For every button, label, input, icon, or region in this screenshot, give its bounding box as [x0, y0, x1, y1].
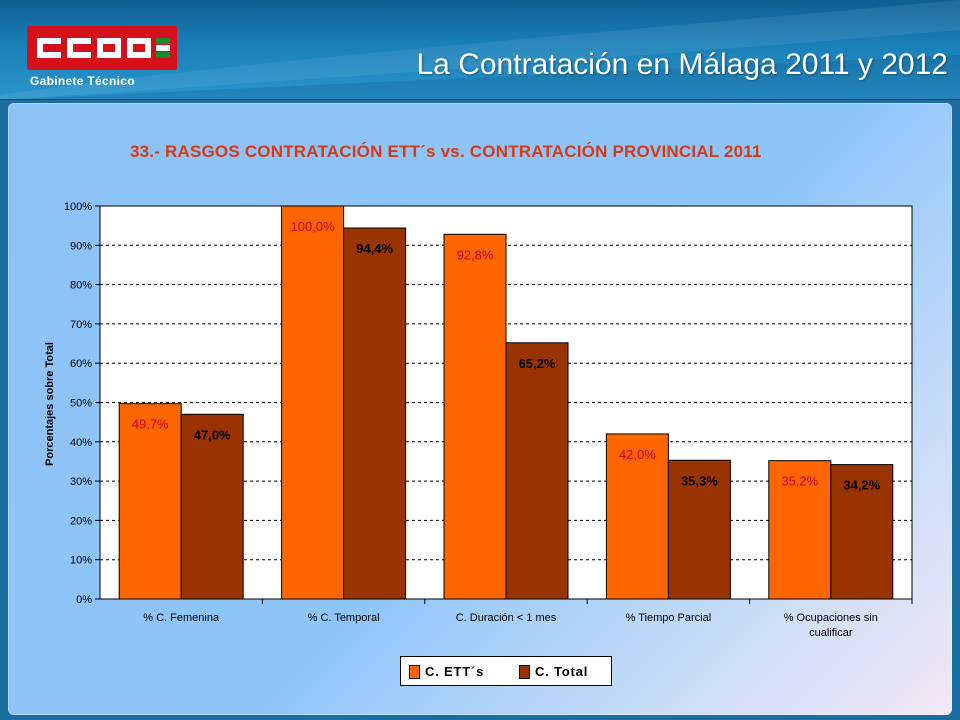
x-category-label: % Tiempo Parcial	[626, 612, 712, 624]
bar-ett	[768, 460, 832, 600]
x-category-label: % C. Temporal	[308, 612, 380, 624]
data-label-ett: 100,0%	[291, 219, 336, 234]
y-tick-label: 60%	[70, 358, 92, 370]
logo-subtitle: Gabinete Técnico	[30, 74, 135, 88]
bar-total	[180, 413, 244, 600]
data-label-total: 47,0%	[194, 427, 231, 442]
x-category-label: % Ocupaciones sin	[784, 612, 878, 624]
y-tick-label: 100%	[64, 201, 92, 213]
page-title: La Contratación en Málaga 2011 y 2012	[416, 48, 949, 81]
bar-ett	[443, 233, 507, 600]
y-tick-label: 90%	[70, 240, 92, 252]
y-tick-label: 70%	[70, 319, 92, 331]
legend-item-total: C. Total	[519, 664, 588, 679]
ccoo-logo-mark	[37, 38, 170, 58]
data-label-ett: 42,0%	[619, 447, 656, 462]
legend-label-total: C. Total	[535, 664, 589, 679]
y-tick-label: 30%	[70, 476, 92, 488]
header-decoration	[0, 0, 960, 100]
chart-legend: C. ETT´s C. Total	[400, 656, 612, 686]
data-label-ett: 92,8%	[457, 247, 494, 262]
y-tick-label: 20%	[70, 515, 92, 527]
chart-title: 33.- RASGOS CONTRATACIÓN ETT´s vs. CONTR…	[130, 142, 762, 161]
y-tick-label: 10%	[70, 555, 92, 567]
bar-total	[830, 464, 894, 600]
ccoo-logo	[27, 26, 177, 70]
x-category-label: cualificar	[809, 627, 853, 639]
data-label-ett: 49,7%	[132, 417, 169, 432]
bar-ett	[118, 403, 182, 600]
bar-total	[667, 459, 731, 600]
header-bar: Gabinete Técnico La Contratación en Mála…	[0, 0, 960, 100]
y-tick-label: 80%	[70, 280, 92, 292]
legend-item-ett: C. ETT´s	[409, 664, 484, 679]
legend-swatch-ett	[409, 664, 420, 679]
data-label-total: 34,2%	[843, 478, 880, 493]
legend-swatch-total	[519, 664, 530, 679]
bar-total	[505, 342, 569, 600]
bar-ett	[605, 433, 669, 600]
data-label-total: 35,3%	[681, 473, 718, 488]
data-label-total: 94,4%	[356, 241, 393, 256]
bar-total	[343, 227, 407, 600]
x-category-label: C. Duración < 1 mes	[456, 612, 557, 624]
y-tick-label: 0%	[76, 594, 92, 606]
data-label-ett: 35,2%	[781, 474, 818, 489]
data-label-total: 65,2%	[519, 356, 556, 371]
y-tick-label: 50%	[70, 398, 92, 410]
legend-label-ett: C. ETT´s	[425, 664, 485, 679]
bar-ett	[281, 205, 345, 600]
y-tick-label: 40%	[70, 437, 92, 449]
x-category-label: % C. Femenina	[143, 612, 220, 624]
